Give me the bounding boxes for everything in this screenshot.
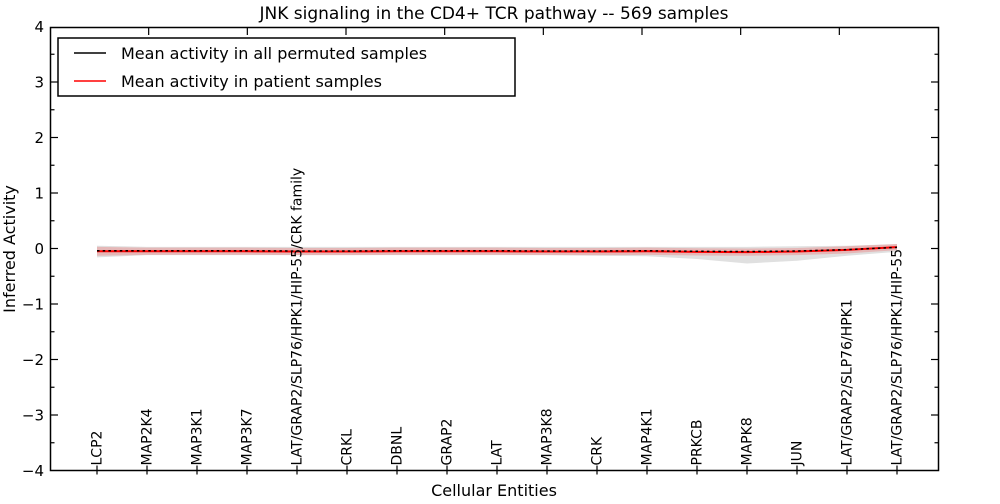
- patient-samples-range-band: [97, 244, 897, 256]
- y-tick-label: 0: [34, 240, 44, 258]
- y-tick-label: 3: [34, 74, 44, 92]
- y-tick-label: −2: [22, 351, 44, 369]
- x-tick-label: MAP3K1: [190, 408, 206, 465]
- y-tick-label: 2: [34, 129, 44, 147]
- legend-label-permuted: Mean activity in all permuted samples: [121, 44, 427, 63]
- y-tick-label: −4: [22, 462, 44, 480]
- y-tick-label: −3: [22, 407, 44, 425]
- x-tick-label: MAP3K8: [540, 408, 556, 465]
- y-tick-labels: 4 3 2 1 0 −1 −2 −3 −4: [22, 18, 44, 480]
- x-tick-label: GRAP2: [440, 419, 456, 466]
- legend-label-patient: Mean activity in patient samples: [121, 72, 382, 91]
- x-tick-label: MAP3K7: [240, 408, 256, 465]
- axes-and-ticks: [49, 26, 940, 475]
- legend-box: [57, 37, 516, 97]
- x-tick-label: MAP4K1: [640, 408, 656, 465]
- x-axis-label: Cellular Entities: [431, 481, 557, 500]
- series-lines: [97, 246, 898, 254]
- legend: Mean activity in all permuted samples Me…: [57, 37, 516, 97]
- x-tick-label: MAPK8: [740, 417, 756, 465]
- x-tick-labels: LCP2 MAP2K4 MAP3K1 MAP3K7 LAT/GRAP2/SLP76/HP…: [90, 168, 906, 467]
- y-tick-label: 1: [34, 185, 44, 203]
- y-tick-label: −1: [22, 296, 44, 314]
- mean-activity-in-all-permuted-samples-line: [97, 246, 898, 253]
- y-axis-label: Inferred Activity: [0, 185, 19, 313]
- x-tick-label: LAT/GRAP2/SLP76/HPK1/HIP-55/CRK family: [290, 168, 306, 466]
- x-tick-label: CRK: [590, 436, 606, 466]
- x-tick-label: MAP2K4: [140, 408, 156, 465]
- x-tick-label: CRKL: [340, 429, 356, 466]
- x-tick-label: LAT: [490, 440, 506, 466]
- x-tick-label: PRKCB: [690, 420, 706, 466]
- x-tick-label: JUN: [790, 441, 806, 467]
- x-tick-label: LCP2: [90, 431, 106, 466]
- y-tick-label: 4: [34, 18, 44, 36]
- chart-title: JNK signaling in the CD4+ TCR pathway --…: [259, 4, 729, 24]
- permuted-samples-range-band: [97, 244, 897, 264]
- confidence-bands: [97, 244, 897, 264]
- x-tick-label: DBNL: [390, 427, 406, 466]
- x-tick-label: LAT/GRAP2/SLP76/HPK1/HIP-55: [890, 249, 906, 466]
- x-tick-label: LAT/GRAP2/SLP76/HPK1: [840, 299, 856, 465]
